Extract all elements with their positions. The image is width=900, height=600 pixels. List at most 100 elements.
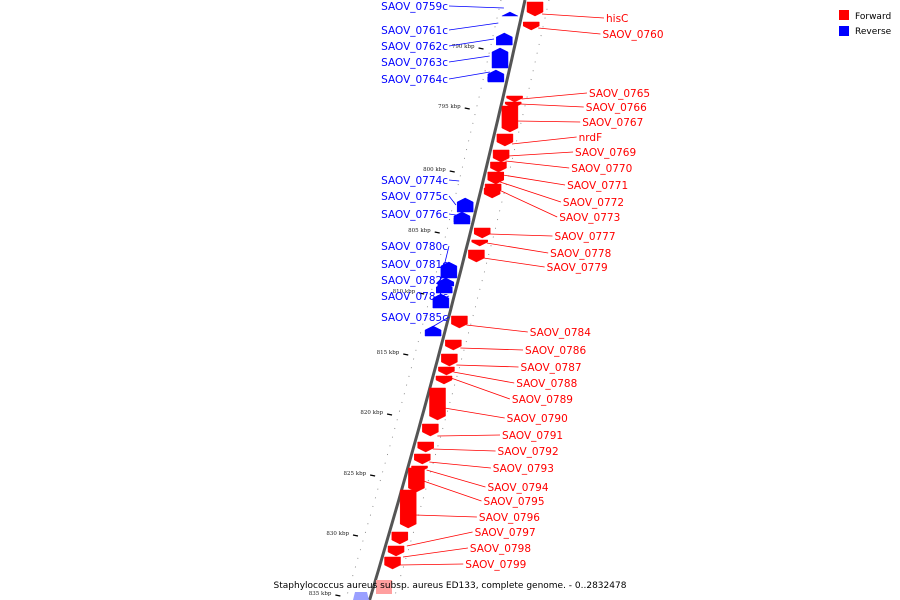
gene-saov-0773[interactable] <box>483 187 501 199</box>
gene-saov-0790[interactable] <box>429 387 446 421</box>
tick-mark <box>464 107 470 110</box>
gene-label: SAOV_0794 <box>487 482 548 494</box>
leader-line <box>499 181 562 203</box>
gene-saov-0760[interactable] <box>522 21 540 31</box>
gene-label: SAOV_0786 <box>525 345 586 357</box>
gene-label: SAOV_0797 <box>475 527 536 539</box>
gene-saov-0778[interactable] <box>471 239 488 247</box>
gene-label: SAOV_0778 <box>550 248 611 260</box>
gene-saov-0780c[interactable] <box>440 261 458 279</box>
tick-label: 805 kbp <box>408 228 431 234</box>
gene-saov-0793[interactable] <box>414 453 431 465</box>
gene-label: SAOV_0777 <box>554 231 615 243</box>
gene-saov-0791[interactable] <box>422 423 439 437</box>
leader-line <box>466 324 528 333</box>
leader-line <box>450 377 511 400</box>
gene-label: SAOV_0798 <box>470 543 531 555</box>
leader-line <box>511 136 577 145</box>
leader-line <box>489 233 553 237</box>
map-caption: Staphylococcus aureus subsp. aureus ED13… <box>274 581 627 591</box>
leader-line <box>502 174 566 186</box>
leader-line <box>520 103 584 108</box>
gene-saov-0787[interactable] <box>441 353 458 367</box>
gene-saov-0799[interactable] <box>384 556 401 570</box>
gene-label: SAOV_0788 <box>516 378 577 390</box>
legend-reverse-swatch <box>839 26 849 36</box>
gene-label: nrdF <box>579 132 603 144</box>
gene-hisc[interactable] <box>526 1 544 17</box>
gene-saov-0784[interactable] <box>451 315 468 329</box>
gene-label: SAOV_0785c <box>381 312 448 324</box>
gene-label: SAOV_0769 <box>575 147 636 159</box>
gene-saov-0795[interactable] <box>408 467 425 493</box>
gene-nrdf[interactable] <box>496 133 514 147</box>
gene-label: SAOV_0793 <box>493 463 554 475</box>
gene-saov-0765[interactable] <box>506 95 523 103</box>
gene-saov-0764c[interactable] <box>487 69 505 83</box>
tick-mark <box>369 474 376 477</box>
gene-saov-0786[interactable] <box>445 339 462 351</box>
tick-label: 830 kbp <box>326 531 349 537</box>
gene-label: SAOV_0760 <box>602 29 663 41</box>
gene-saov-0776c[interactable] <box>453 211 471 225</box>
leader-line <box>448 179 460 182</box>
leader-line <box>415 514 477 518</box>
gene-saov-0759c[interactable] <box>501 11 519 17</box>
gene-saov-0762c[interactable] <box>491 47 509 69</box>
gene-label: SAOV_0772 <box>563 197 624 209</box>
leader-line <box>434 295 450 302</box>
gene-saov-0761c[interactable] <box>496 32 513 46</box>
legend-forward-label: Forward <box>855 12 891 22</box>
tick-label: 810 kbp <box>393 289 416 295</box>
gene-saov-0777[interactable] <box>473 227 491 239</box>
tick-label: 825 kbp <box>343 471 366 477</box>
gene-label: SAOV_0791 <box>502 430 563 442</box>
leader-line <box>423 480 482 502</box>
gene-saov-0771[interactable] <box>487 171 505 185</box>
gene-label: SAOV_0790 <box>507 413 568 425</box>
gene-saov-0785c[interactable] <box>424 325 442 337</box>
gene-label: SAOV_0782c <box>381 275 448 287</box>
leader-line <box>448 71 490 80</box>
leader-line <box>438 279 450 287</box>
gene-label: SAOV_0792 <box>498 446 559 458</box>
leader-line <box>448 5 504 9</box>
tick-label: 790 kbp <box>452 44 475 50</box>
tick-mark <box>478 47 484 50</box>
partial-gene-reverse <box>353 592 369 600</box>
leader-line <box>442 245 450 272</box>
tick-mark <box>434 231 440 234</box>
tick-label: 835 kbp <box>309 591 332 597</box>
leader-line <box>498 189 558 218</box>
gene-label: SAOV_0764c <box>381 74 448 86</box>
gene-label: SAOV_0784 <box>530 327 591 339</box>
gene-saov-0788[interactable] <box>438 366 455 376</box>
leader-line <box>516 120 581 123</box>
tick-label: 800 kbp <box>423 167 446 173</box>
gene-label: SAOV_0774c <box>381 175 448 187</box>
gene-saov-0774c[interactable] <box>456 197 474 213</box>
gene-saov-0789[interactable] <box>435 375 453 385</box>
leader-line <box>508 151 574 157</box>
tick-mark <box>403 353 409 356</box>
tick-mark <box>335 594 341 597</box>
gene-saov-0770[interactable] <box>490 161 507 173</box>
gene-saov-0779[interactable] <box>468 249 485 263</box>
gene-saov-0797[interactable] <box>391 531 409 545</box>
gene-saov-0796[interactable] <box>399 489 417 529</box>
gene-label: SAOV_0775c <box>381 191 448 203</box>
gene-label: hisC <box>606 13 628 25</box>
legend: Forward Reverse <box>839 10 892 37</box>
leader-line <box>505 160 570 169</box>
gene-label: SAOV_0767 <box>582 117 643 129</box>
gene-saov-0767[interactable] <box>501 105 519 133</box>
leader-line <box>448 213 457 216</box>
gene-saov-0798[interactable] <box>387 545 405 557</box>
gene-saov-0792[interactable] <box>417 441 434 453</box>
gene-saov-0769[interactable] <box>492 149 510 163</box>
legend-reverse-label: Reverse <box>855 27 892 37</box>
leader-line <box>448 22 499 31</box>
leader-line <box>456 364 519 368</box>
gene-label: SAOV_0787 <box>521 362 582 374</box>
backbone-line <box>368 0 527 600</box>
